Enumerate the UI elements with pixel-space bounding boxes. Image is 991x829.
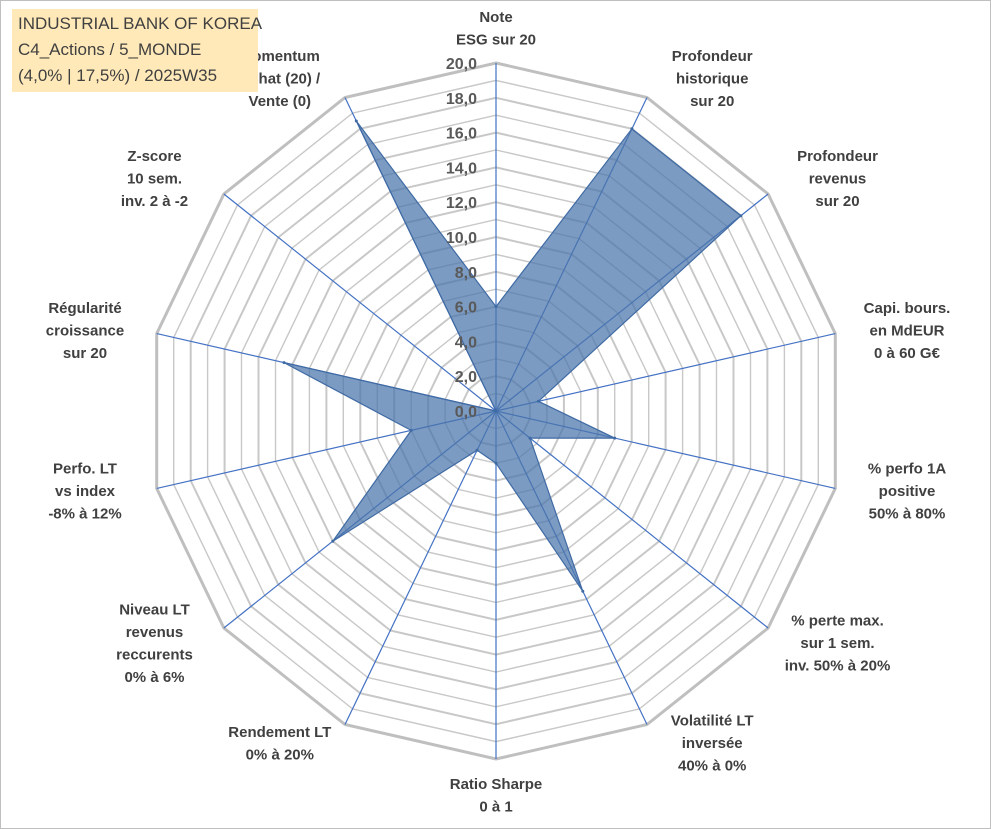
axis-label-line: revenus: [126, 624, 184, 641]
axis-label-line: 50% à 80%: [869, 505, 946, 522]
axis-label-11: Régularité croissance sur 20: [46, 300, 124, 362]
chart-title-box: INDUSTRIAL BANK OF KOREA C4_Actions / 5_…: [12, 9, 263, 92]
data-point-4: [613, 436, 617, 440]
axis-label-line: Ratio Sharpe: [450, 776, 543, 793]
axis-spoke-3: [495, 333, 836, 412]
axis-label-line: 10 sem.: [127, 170, 182, 187]
axis-label-line: % perte max.: [791, 613, 884, 630]
data-point-0: [494, 305, 498, 309]
axis-label-line: Profondeur: [797, 148, 878, 165]
data-point-7: [494, 461, 498, 465]
axis-label-8: Rendement LT 0% à 20%: [228, 724, 331, 764]
axis-label-2: Profondeur revenus sur 20: [797, 148, 878, 210]
axis-label-line: Note: [479, 9, 512, 26]
axis-label-line: historique: [676, 70, 749, 87]
tick-label-5: 10,0: [446, 230, 477, 247]
data-point-11: [282, 361, 286, 365]
axis-label-line: -8% à 12%: [48, 505, 121, 522]
tick-label-3: 6,0: [455, 300, 477, 317]
tick-label-2: 4,0: [455, 334, 477, 351]
axis-label-line: Rendement LT: [228, 724, 331, 741]
axis-spoke-8: [344, 410, 497, 725]
axis-label-3: Capi. bours. en MdEUR 0 à 60 G€: [864, 300, 951, 362]
axis-label-line: inv. 2 à -2: [121, 193, 188, 210]
data-point-6: [581, 589, 585, 593]
title-line-weights: (4,0% | 17,5%) / 2025W35: [18, 66, 218, 85]
data-point-10: [409, 428, 413, 432]
axis-label-line: Volatilité LT: [671, 713, 754, 730]
data-point-9: [331, 539, 335, 543]
axis-label-7: Ratio Sharpe 0 à 1: [450, 776, 543, 816]
axis-label-line: 0% à 6%: [124, 669, 184, 686]
axis-label-line: ESG sur 20: [456, 32, 536, 49]
data-point-13: [354, 119, 358, 123]
axis-label-line: croissance: [46, 323, 124, 340]
tick-label-6: 12,0: [446, 195, 477, 212]
axis-label-line: Perfo. LT: [53, 460, 117, 477]
axis-label-line: sur 1 sem.: [800, 635, 874, 652]
axis-label-4: % perfo 1A positive 50% à 80%: [868, 460, 947, 522]
axis-label-13: Momentum Achat (20) / Vente (0): [239, 48, 321, 110]
axis-label-10: Perfo. LT vs index -8% à 12%: [48, 460, 121, 522]
axis-label-line: inversée: [682, 735, 743, 752]
tick-label-9: 18,0: [446, 91, 477, 108]
axis-label-line: 40% à 0%: [678, 758, 746, 775]
axis-label-line: Achat (20) /: [239, 70, 321, 87]
axis-label-line: sur 20: [63, 345, 107, 362]
axis-label-5: % perte max. sur 1 sem. inv. 50% à 20%: [785, 613, 891, 675]
axis-label-line: 0 à 60 G€: [874, 345, 941, 362]
axis-label-6: Volatilité LT inversée 40% à 0%: [671, 713, 754, 775]
tick-label-0: 0,0: [455, 404, 477, 421]
axis-label-line: Momentum: [240, 48, 320, 65]
tick-label-7: 14,0: [446, 160, 477, 177]
axis-spoke-5: [495, 410, 769, 629]
axis-label-line: Z-score: [127, 148, 181, 165]
axis-label-line: Profondeur: [672, 48, 753, 65]
axis-label-line: revenus: [809, 170, 867, 187]
tick-label-8: 16,0: [446, 126, 477, 143]
title-line-portfolio: C4_Actions / 5_MONDE: [18, 40, 202, 59]
tick-label-10: 20,0: [446, 56, 477, 73]
data-point-1: [630, 127, 634, 131]
axis-label-12: Z-score 10 sem. inv. 2 à -2: [121, 148, 188, 210]
axis-label-line: 0 à 1: [479, 799, 512, 816]
tick-label-1: 2,0: [455, 369, 477, 386]
axis-spoke-12: [223, 193, 497, 412]
axis-label-1: Profondeur historique sur 20: [672, 48, 753, 110]
axis-label-line: Niveau LT: [119, 602, 190, 619]
axis-label-line: % perfo 1A: [868, 460, 947, 477]
data-point-8: [475, 448, 479, 452]
axis-label-line: reccurents: [116, 647, 193, 664]
axis-label-line: vs index: [55, 483, 116, 500]
axis-label-line: Capi. bours.: [864, 300, 951, 317]
axis-label-line: sur 20: [690, 93, 734, 110]
data-point-5: [528, 436, 532, 440]
axis-label-line: sur 20: [815, 193, 859, 210]
axis-label-line: positive: [879, 483, 936, 500]
data-point-3: [536, 399, 540, 403]
axis-label-line: inv. 50% à 20%: [785, 658, 891, 675]
data-point-2: [739, 214, 743, 218]
axis-label-9: Niveau LT revenus reccurents 0% à 6%: [116, 602, 193, 687]
axis-label-line: 0% à 20%: [246, 746, 314, 763]
data-point-12: [494, 409, 498, 413]
axis-label-line: en MdEUR: [870, 323, 945, 340]
axis-label-0: Note ESG sur 20: [456, 9, 536, 49]
tick-label-4: 8,0: [455, 265, 477, 282]
axis-label-line: Régularité: [48, 300, 121, 317]
axis-label-line: Vente (0): [249, 93, 312, 110]
title-line-company: INDUSTRIAL BANK OF KOREA: [18, 14, 263, 33]
